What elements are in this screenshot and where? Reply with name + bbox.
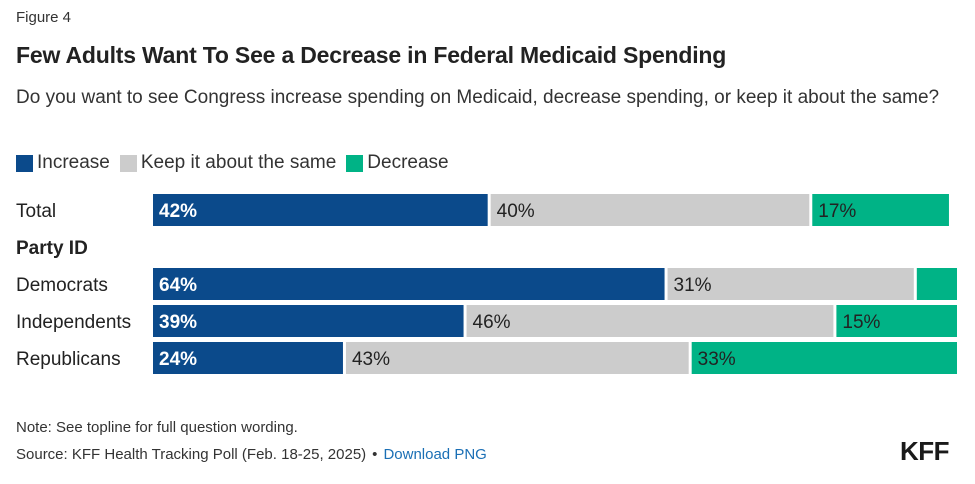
data-label-democrats-same: 31% (674, 275, 712, 296)
row-label-democrats: Democrats (16, 275, 108, 296)
data-label-total-decrease: 17% (818, 201, 856, 222)
data-label-independents-increase: 39% (159, 312, 197, 333)
download-png-link[interactable]: Download PNG (383, 446, 487, 463)
bar-democrats-decrease (916, 268, 957, 300)
data-label-independents-same: 46% (473, 312, 511, 333)
legend-swatch-decrease (346, 154, 364, 172)
footer-note: Note: See topline for full question word… (16, 419, 298, 436)
legend: Increase Keep it about the same Decrease (16, 152, 459, 174)
legend-item-same: Keep it about the same (119, 152, 337, 174)
bar-independents-same (466, 305, 834, 337)
bar-democrats-same (667, 268, 914, 300)
data-label-republicans-decrease: 33% (698, 349, 736, 370)
chart-subtitle: Do you want to see Congress increase spe… (16, 87, 940, 108)
kff-logo: KFF (900, 436, 950, 466)
legend-item-increase: Increase (16, 152, 110, 174)
legend-item-decrease: Decrease (346, 152, 449, 174)
bar-total-decrease (812, 194, 949, 226)
legend-swatch-same (119, 154, 137, 172)
bar-republicans-increase (153, 342, 343, 374)
bar-republicans-same (345, 342, 689, 374)
footer-source: Source: KFF Health Tracking Poll (Feb. 1… (16, 446, 487, 463)
bar-total-same (490, 194, 810, 226)
row-label-independents: Independents (16, 312, 131, 333)
data-label-total-increase: 42% (159, 201, 197, 222)
bar-independents-decrease (836, 305, 957, 337)
bar-independents-increase (153, 305, 464, 337)
figure-label: Figure 4 (16, 9, 72, 26)
bar-republicans-decrease (691, 342, 957, 374)
row-label-republicans: Republicans (16, 349, 121, 370)
chart-title: Few Adults Want To See a Decrease in Fed… (16, 42, 727, 68)
legend-label-same: Keep it about the same (140, 152, 337, 173)
legend-label-increase: Increase (37, 152, 110, 173)
legend-label-decrease: Decrease (367, 152, 449, 173)
stacked-bar-chart: Total 42% 40% 17% Party ID Democrats 64% 31% Ind… (16, 194, 957, 374)
source-separator: • (372, 446, 378, 463)
bar-democrats-increase (153, 268, 665, 300)
data-label-democrats-increase: 64% (159, 275, 197, 296)
data-label-total-same: 40% (497, 201, 535, 222)
source-text: Source: KFF Health Tracking Poll (Feb. 1… (16, 446, 367, 463)
data-label-republicans-same: 43% (352, 349, 390, 370)
data-label-independents-decrease: 15% (842, 312, 880, 333)
data-label-republicans-increase: 24% (159, 349, 197, 370)
legend-swatch-increase (16, 154, 33, 172)
row-label-party-id: Party ID (16, 238, 88, 259)
row-label-total: Total (16, 201, 56, 222)
bar-total-increase (153, 194, 488, 226)
